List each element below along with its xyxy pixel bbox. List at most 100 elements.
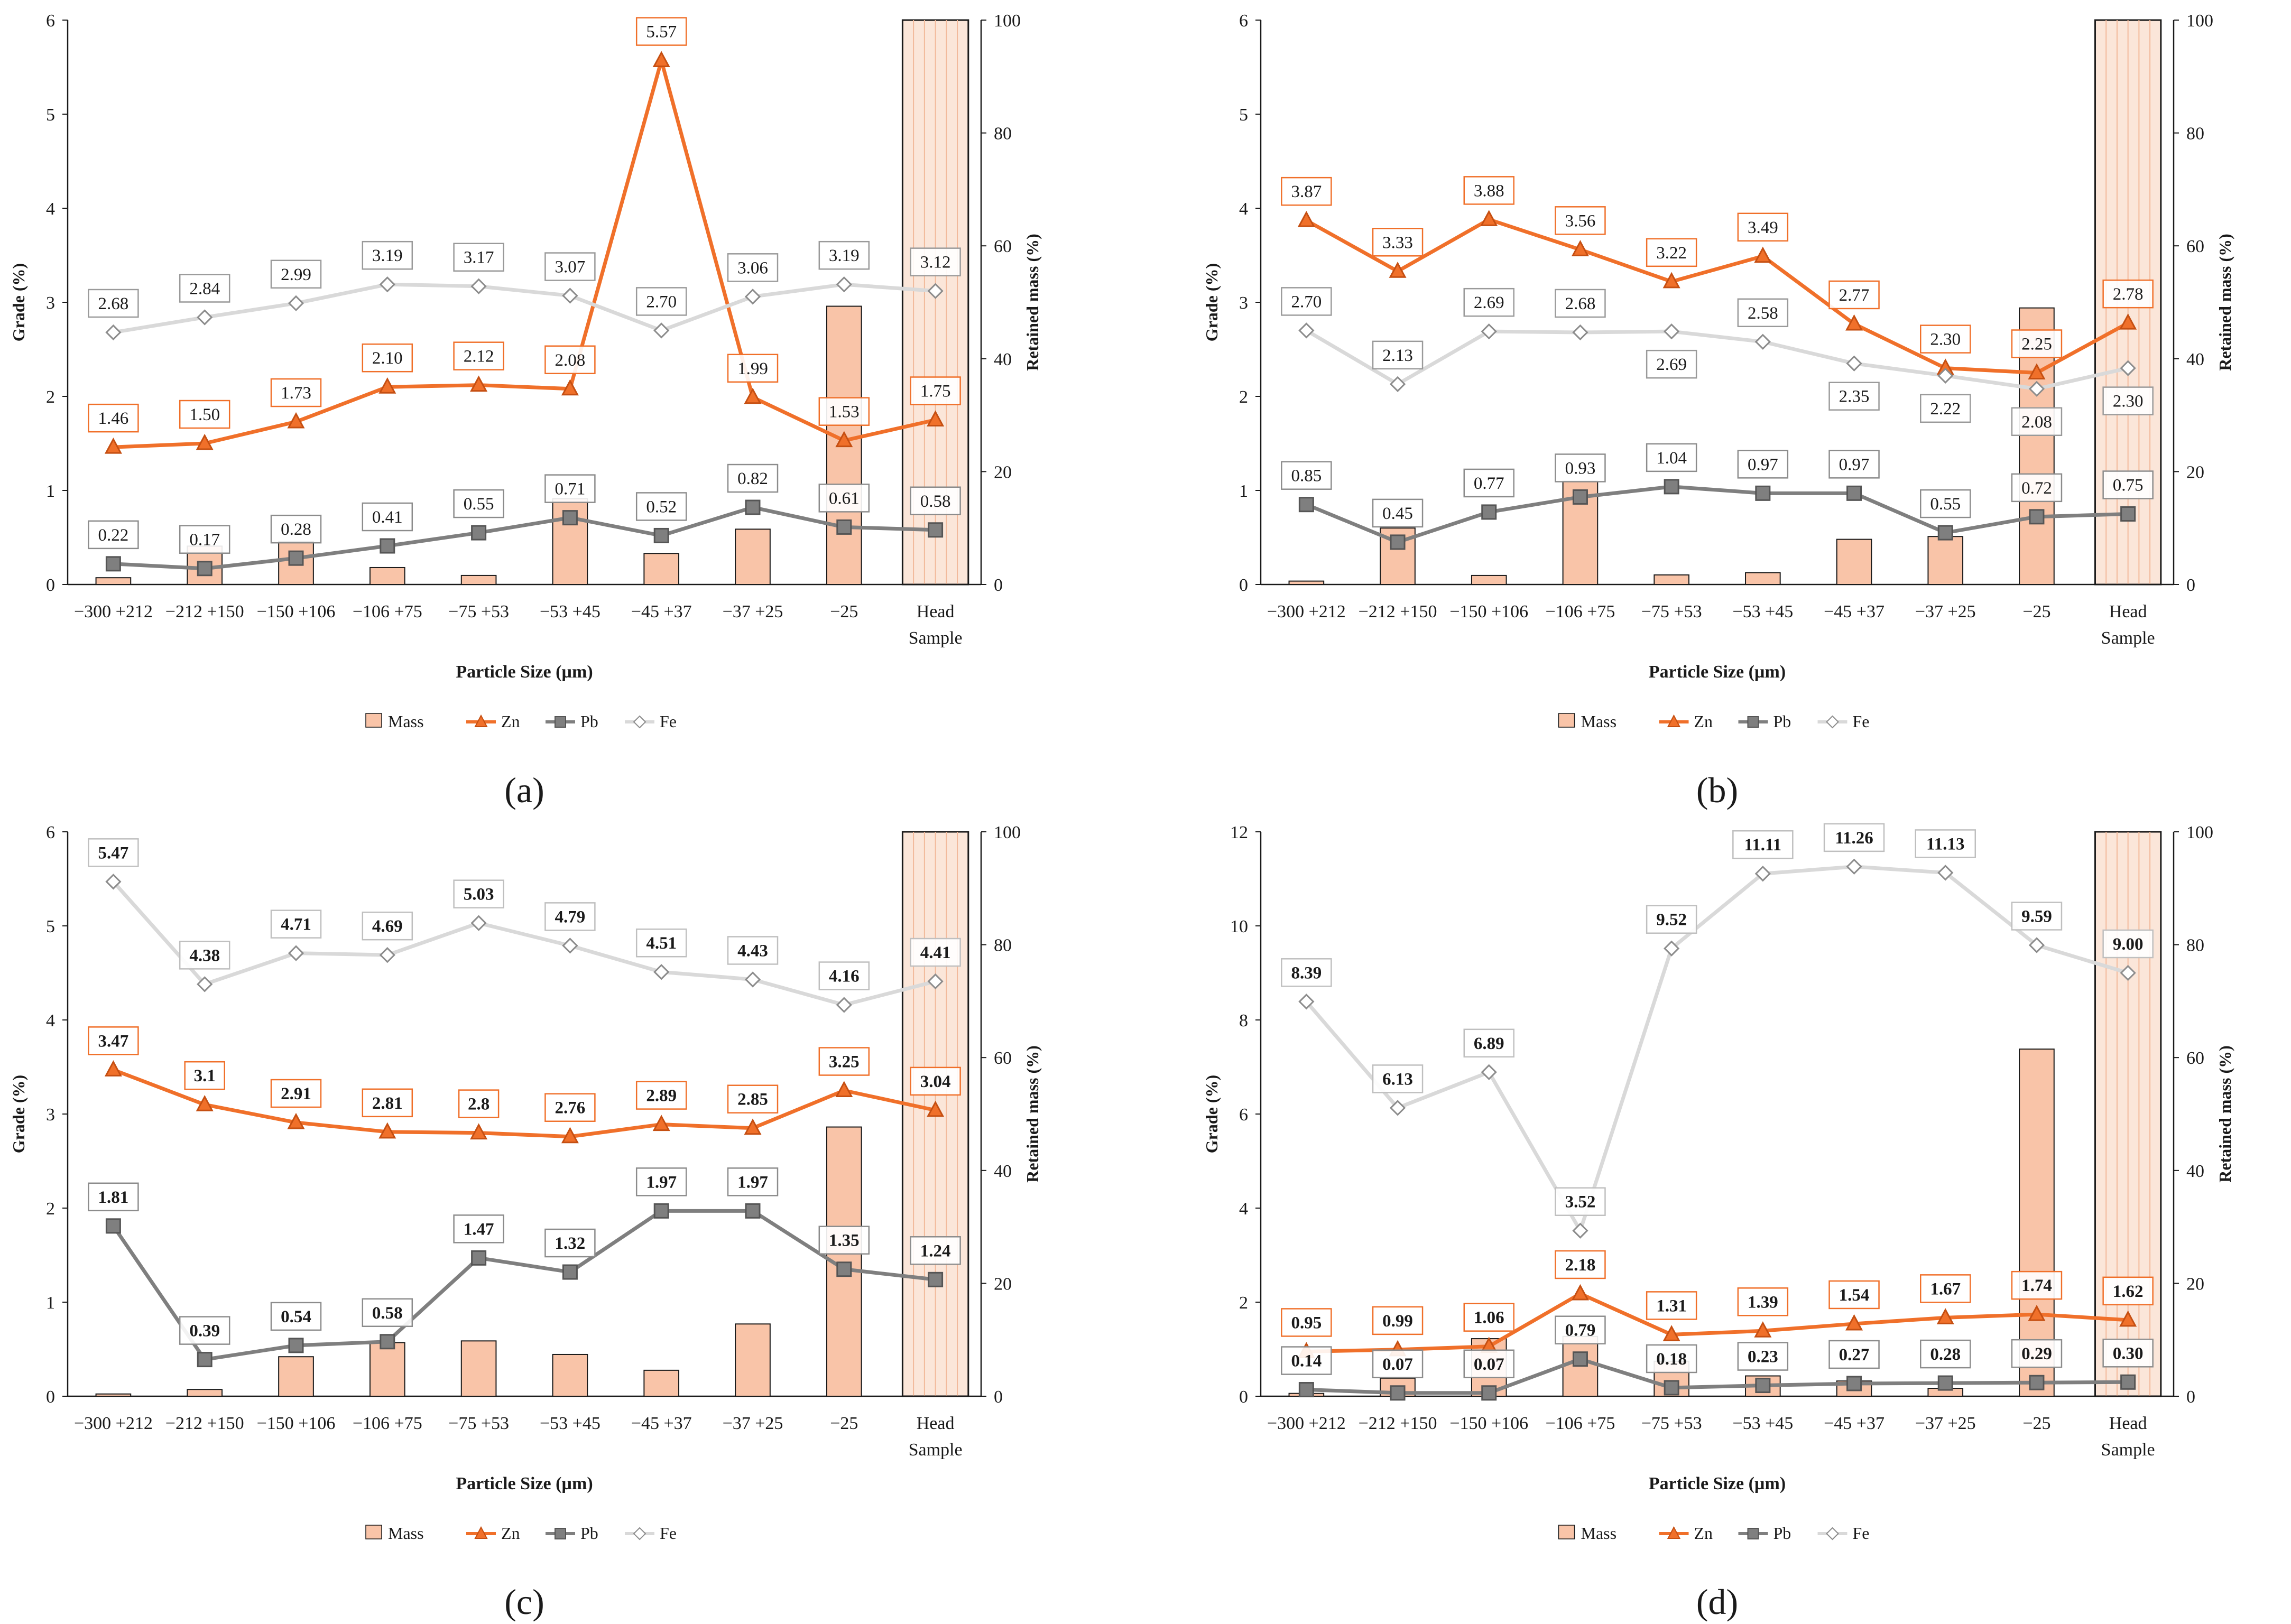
y-tick-label: 5 (46, 105, 55, 125)
x-tick-label: −212 +150 (1359, 1414, 1437, 1433)
fe-data-label: 2.22 (1930, 400, 1961, 419)
pb-data-label: 0.75 (2113, 476, 2144, 495)
pb-point (288, 1338, 304, 1353)
legend-pb-marker (1747, 1528, 1759, 1539)
pb-data-label: 0.27 (1839, 1345, 1870, 1365)
pb-point (288, 550, 304, 566)
mass-bar (369, 567, 405, 585)
fe-point (1664, 323, 1680, 340)
fe-label-box (1555, 1187, 1606, 1216)
fe-label-box (910, 247, 961, 276)
zn-point (1845, 1314, 1863, 1331)
legend-zn-label: Zn (1694, 712, 1713, 731)
y2-tick-label: 20 (994, 1274, 1012, 1294)
fe-point (1389, 1100, 1406, 1116)
fe-line (113, 282, 936, 335)
fe-point (653, 322, 670, 339)
zn-point (2119, 1310, 2137, 1327)
fe-point (197, 309, 213, 326)
zn-line (113, 59, 936, 449)
zn-data-label: 1.62 (2113, 1282, 2144, 1301)
pb-data-label: 0.55 (1930, 495, 1961, 514)
legend-mass-label: Mass (1581, 712, 1617, 731)
fe-line (112, 880, 936, 1007)
pb-data-label: 0.18 (1656, 1350, 1687, 1369)
y2-axis-title: Retained mass (%) (2215, 234, 2234, 371)
fe-point (562, 938, 578, 954)
zn-data-label: 2.78 (2113, 285, 2144, 304)
pb-data-label: 1.97 (646, 1173, 677, 1192)
zn-data-label: 2.76 (555, 1099, 586, 1118)
fe-point (1846, 355, 1862, 372)
zn-point (927, 410, 945, 426)
pb-point (1572, 489, 1588, 505)
zn-line (113, 1068, 936, 1139)
zn-point (2119, 313, 2137, 330)
x-tick-label: −53 +45 (1732, 1414, 1793, 1433)
fe-data-label: 3.52 (1565, 1193, 1596, 1212)
zn-label-box (1463, 1303, 1514, 1332)
pb-label-box (2011, 1339, 2063, 1368)
pb-label-box (818, 1226, 870, 1255)
y-tick-label: 4 (1239, 199, 1248, 219)
pb-data-label: 0.07 (1382, 1355, 1413, 1374)
fe-label-box (179, 941, 230, 970)
x-tick-label: −37 +25 (723, 602, 783, 621)
y2-tick-label: 20 (2186, 1274, 2204, 1294)
pb-data-label: 0.82 (737, 469, 768, 488)
pb-data-label: 0.58 (920, 492, 951, 511)
pb-data-label: 0.72 (2021, 479, 2052, 498)
zn-label-box (544, 1093, 596, 1122)
legend-fe-marker (1826, 715, 1839, 729)
pb-label-box (179, 525, 230, 554)
zn-label-box (1737, 212, 1789, 242)
zn-point (470, 375, 488, 392)
fe-label-box (818, 961, 870, 990)
x-tick-label: −25 (830, 602, 858, 621)
x-tick-label: −75 +53 (448, 1414, 509, 1433)
pb-point (1937, 525, 1953, 541)
x-tick-label: −45 +37 (1824, 602, 1884, 621)
zn-point (1480, 210, 1498, 226)
zn-label-box (1281, 1308, 1332, 1337)
x-axis-title: Particle Size (µm) (1649, 662, 1786, 682)
zn-label-box (1372, 228, 1424, 257)
fe-point (1389, 376, 1406, 392)
fe-data-label: 8.39 (1291, 963, 1322, 982)
zn-label-box (453, 341, 504, 370)
zn-point (1936, 1308, 1954, 1324)
pb-point (380, 1334, 395, 1350)
fe-point (2028, 937, 2045, 953)
y-tick-label: 3 (46, 293, 55, 313)
zn-label-box (1372, 1306, 1424, 1335)
pb-point (653, 527, 669, 543)
zn-data-label: 3.49 (1748, 218, 1778, 237)
x-tick-label: −75 +53 (448, 602, 509, 621)
fe-data-label: 6.89 (1474, 1034, 1504, 1053)
fe-label-box (1828, 382, 1880, 411)
x-axis-title: Particle Size (µm) (456, 1474, 593, 1493)
fe-label-box (1915, 829, 1976, 858)
zn-data-label: 1.67 (1930, 1279, 1961, 1298)
y2-tick-label: 0 (2186, 1387, 2195, 1407)
head-sample-hatch (913, 832, 958, 1396)
panel-label: (c) (504, 1582, 544, 1621)
zn-label-box (2011, 1270, 2063, 1300)
legend-pb-label: Pb (580, 1524, 598, 1543)
y-tick-label: 10 (1230, 917, 1248, 936)
fe-data-label: 2.69 (1474, 293, 1504, 312)
x-axis-title: Particle Size (µm) (456, 662, 593, 682)
mass-bar (278, 1356, 314, 1397)
pb-data-label: 0.23 (1748, 1348, 1778, 1367)
x-tick-label: −300 +212 (74, 602, 153, 621)
fe-label-box (1281, 958, 1332, 987)
zn-data-label: 2.8 (468, 1095, 489, 1114)
zn-data-label: 2.77 (1839, 286, 1870, 305)
zn-point (1297, 210, 1315, 227)
fe-point (2028, 381, 2045, 397)
zn-label-box (1828, 280, 1880, 310)
zn-label-box (1646, 1291, 1697, 1320)
pb-label-box (1646, 1344, 1697, 1374)
fe-point (470, 278, 487, 294)
fe-point (1572, 1222, 1588, 1239)
